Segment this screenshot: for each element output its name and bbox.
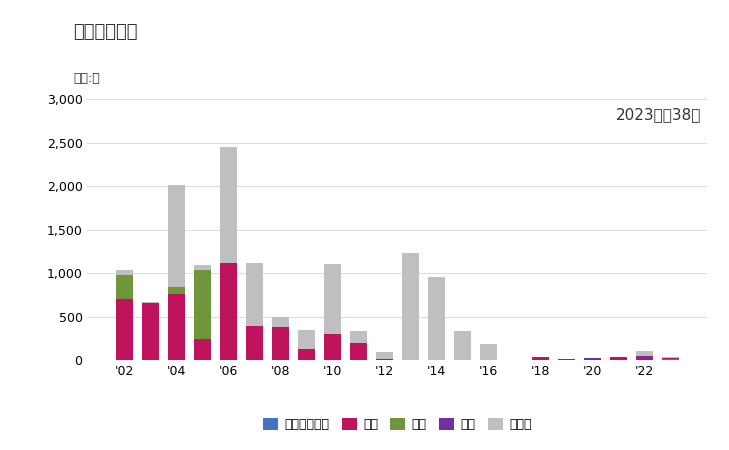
Text: 2023年：38本: 2023年：38本 — [615, 107, 701, 122]
Bar — [194, 270, 211, 339]
Bar — [584, 358, 601, 359]
Bar — [636, 356, 653, 358]
Bar — [297, 330, 315, 349]
Bar — [402, 253, 418, 360]
Bar — [141, 302, 159, 360]
Legend: シンガポール, タイ, 米国, 中国, その他: シンガポール, タイ, 米国, 中国, その他 — [258, 413, 537, 436]
Bar — [350, 331, 367, 342]
Bar — [297, 349, 315, 360]
Bar — [636, 351, 653, 356]
Bar — [376, 352, 393, 359]
Bar — [428, 277, 445, 360]
Text: 輸出量の推移: 輸出量の推移 — [73, 22, 137, 40]
Bar — [168, 294, 184, 360]
Bar — [636, 358, 653, 360]
Bar — [168, 185, 184, 287]
Bar — [324, 334, 340, 360]
Bar — [376, 359, 393, 360]
Bar — [116, 275, 133, 299]
Bar — [532, 357, 549, 360]
Bar — [272, 316, 289, 327]
Bar — [116, 270, 133, 275]
Bar — [324, 264, 340, 334]
Bar — [246, 263, 262, 326]
Text: 単位:本: 単位:本 — [73, 72, 100, 85]
Bar — [219, 147, 237, 263]
Bar — [272, 327, 289, 360]
Bar — [194, 339, 211, 360]
Bar — [350, 342, 367, 360]
Bar — [584, 359, 601, 360]
Bar — [480, 344, 497, 360]
Bar — [168, 287, 184, 294]
Bar — [662, 359, 679, 360]
Bar — [194, 265, 211, 270]
Bar — [662, 358, 679, 359]
Bar — [610, 357, 627, 360]
Bar — [246, 326, 262, 360]
Bar — [662, 357, 679, 358]
Bar — [116, 299, 133, 360]
Bar — [558, 359, 575, 360]
Bar — [219, 263, 237, 360]
Bar — [454, 331, 471, 360]
